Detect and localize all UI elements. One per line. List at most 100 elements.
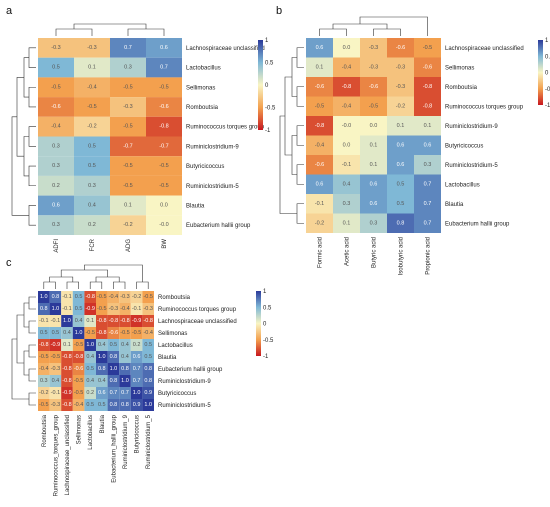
cell-c-r5-c3 [72, 351, 85, 363]
cell-label-b-r2-c2: -0.6 [369, 84, 378, 90]
cell-label-c-r3-c1: 0.5 [52, 330, 60, 336]
cell-label-a-r4-c1: -0.2 [87, 124, 96, 130]
cell-label-c-r8-c9: 0.9 [144, 390, 152, 396]
cell-c-r1-c8 [130, 303, 143, 315]
row-label-b-5: Butyricicoccus [445, 143, 483, 149]
cell-b-r6-c4 [414, 155, 441, 175]
cell-label-a-r7-c2: -0.5 [123, 183, 132, 189]
cell-b-r7-c3 [387, 174, 414, 194]
cell-c-r3-c2 [61, 327, 73, 339]
cell-c-r5-c7 [119, 351, 131, 363]
colorbar-tick-a-2: 0 [265, 83, 269, 89]
cell-a-r4-c2 [110, 116, 146, 137]
cell-c-r9-c9 [142, 399, 154, 411]
col-label-c-2: Lachnospiraceae_unclassified [65, 415, 71, 495]
col-label-c-0: Romboutsia [42, 414, 48, 447]
cell-c-r7-c0 [38, 375, 50, 387]
cell-label-c-r4-c0: -0.8 [39, 342, 48, 348]
cell-c-r2-c8 [130, 315, 143, 327]
cell-c-r9-c3 [72, 399, 85, 411]
col-label-a-1: FCR [90, 238, 96, 251]
cell-label-b-r7-c3: 0.5 [397, 181, 405, 187]
cell-label-c-r1-c8: -0.1 [132, 306, 141, 312]
cell-b-r5-c1 [333, 135, 360, 155]
cell-label-b-r2-c1: -0.8 [342, 84, 351, 90]
cell-label-a-r0-c2: 0.7 [124, 45, 132, 51]
cell-label-c-r8-c2: -0.9 [62, 390, 71, 396]
cell-label-c-r3-c9: -0.4 [143, 330, 152, 336]
cell-c-r0-c2 [61, 291, 73, 303]
cell-label-c-r9-c9: 1.0 [144, 402, 152, 408]
row-label-c-0: Romboutsia [158, 295, 191, 301]
cell-label-c-r2-c1: -0.1 [51, 318, 60, 324]
cell-c-r6-c0 [38, 363, 50, 375]
cell-label-c-r0-c9: -0.5 [143, 294, 152, 300]
cell-a-r7-c2 [110, 175, 146, 196]
cell-c-r6-c6 [107, 363, 120, 375]
colorbar-tick-b-1: 0.5 [545, 54, 550, 60]
cell-a-r2-c3 [146, 77, 182, 98]
cell-c-r0-c1 [49, 291, 62, 303]
cell-label-c-r0-c1: 0.8 [52, 294, 60, 300]
cell-label-c-r4-c3: -0.5 [74, 342, 83, 348]
cell-c-r5-c6 [107, 351, 120, 363]
cell-label-c-r9-c1: -0.3 [51, 402, 60, 408]
cell-label-c-r7-c9: 0.8 [144, 378, 152, 384]
cell-c-r9-c2 [61, 399, 73, 411]
cell-label-a-r4-c0: -0.4 [51, 124, 60, 130]
cell-label-b-r6-c3: 0.6 [397, 162, 405, 168]
cell-label-b-r5-c3: 0.6 [397, 142, 405, 148]
cell-label-c-r9-c8: 0.9 [133, 402, 141, 408]
cell-b-r9-c2 [360, 213, 387, 233]
cell-label-c-r1-c4: -0.9 [85, 306, 94, 312]
cell-label-c-r6-c5: 0.8 [98, 366, 106, 372]
cell-label-b-r8-c4: 0.7 [424, 201, 432, 207]
cell-c-r1-c1 [49, 303, 62, 315]
cell-b-r1-c1 [333, 57, 360, 77]
cell-b-r3-c4 [414, 96, 441, 116]
cell-c-r3-c1 [49, 327, 62, 339]
cell-b-r2-c1 [333, 77, 360, 97]
cell-a-r3-c0 [38, 97, 74, 117]
cell-b-r0-c3 [387, 38, 414, 58]
colorbar-tick-c-4: -1 [263, 354, 269, 360]
cell-c-r2-c2 [61, 315, 73, 327]
cell-label-b-r0-c2: -0.3 [369, 45, 378, 51]
cell-c-r6-c4 [84, 363, 96, 375]
cell-label-b-r2-c0: -0.6 [315, 84, 324, 90]
cell-b-r2-c3 [387, 77, 414, 97]
cell-b-r7-c1 [333, 174, 360, 194]
cell-c-r0-c9 [142, 291, 154, 303]
cell-label-a-r6-c0: 0.3 [52, 163, 60, 169]
cell-label-c-r1-c0: 0.8 [40, 306, 48, 312]
cell-c-r1-c3 [72, 303, 85, 315]
cell-c-r2-c9 [142, 315, 154, 327]
cell-label-c-r4-c8: 0.2 [133, 342, 141, 348]
cell-b-r6-c1 [333, 155, 360, 175]
row-label-a-5: Ruminiclostridium-9 [186, 144, 239, 150]
cell-label-b-r4-c1: -0.0 [342, 123, 351, 129]
heatmap-b: 0.6 0.0 -0.3 -0.6 -0.5 0.1 -0.4 -0.3 -0.3 -0.6 -0.… [279, 16, 550, 275]
cell-label-b-r4-c0: -0.8 [315, 123, 324, 129]
cell-c-r3-c5 [96, 327, 108, 339]
cell-c-r7-c9 [142, 375, 154, 387]
cell-label-a-r2-c2: -0.5 [123, 84, 132, 90]
cell-label-c-r7-c6: 0.8 [110, 378, 118, 384]
cell-label-c-r5-c9: 0.5 [144, 354, 152, 360]
cell-c-r6-c8 [130, 363, 143, 375]
cell-b-r2-c0 [306, 77, 333, 97]
cell-label-a-r3-c0: -0.6 [51, 104, 60, 110]
col-label-b-2: Butyric acid [372, 237, 378, 268]
cell-label-c-r4-c1: -0.9 [51, 342, 60, 348]
row-label-c-6: Eubacterium hallii group [158, 367, 223, 373]
cell-b-r4-c4 [414, 116, 441, 136]
cell-a-r6-c2 [110, 156, 146, 176]
cell-label-c-r5-c6: 0.8 [110, 354, 118, 360]
cell-b-r5-c3 [387, 135, 414, 155]
cell-label-c-r9-c7: 0.8 [121, 402, 129, 408]
cell-label-c-r4-c9: 0.5 [144, 342, 152, 348]
cell-c-r2-c5 [96, 315, 108, 327]
col-label-c-4: Lactobacillus [88, 415, 94, 450]
cell-label-b-r8-c2: 0.6 [370, 201, 378, 207]
cell-label-a-r0-c0: -0.3 [51, 45, 60, 51]
